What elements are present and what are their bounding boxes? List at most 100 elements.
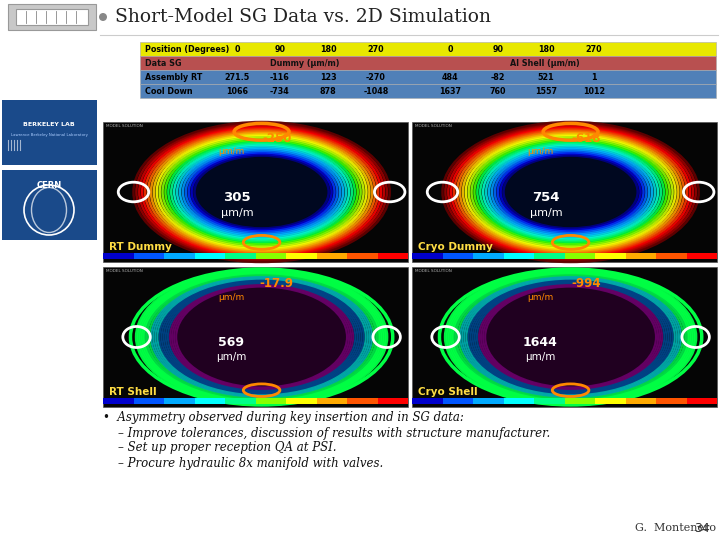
Text: Data SG: Data SG [145, 58, 181, 68]
Text: μm/m: μm/m [218, 293, 244, 302]
FancyBboxPatch shape [595, 253, 626, 259]
FancyBboxPatch shape [595, 398, 626, 404]
FancyBboxPatch shape [377, 398, 408, 404]
FancyBboxPatch shape [626, 253, 656, 259]
FancyBboxPatch shape [225, 253, 256, 259]
FancyBboxPatch shape [2, 100, 97, 165]
Text: 34: 34 [694, 522, 710, 535]
Text: CERN: CERN [37, 180, 62, 190]
Text: RT Dummy: RT Dummy [109, 241, 172, 252]
FancyBboxPatch shape [103, 253, 133, 259]
FancyBboxPatch shape [686, 398, 717, 404]
FancyBboxPatch shape [656, 253, 686, 259]
Text: Cryo Shell: Cryo Shell [418, 387, 477, 396]
FancyBboxPatch shape [412, 253, 443, 259]
Text: Cool Down: Cool Down [145, 86, 193, 96]
FancyBboxPatch shape [412, 398, 443, 404]
Text: -116: -116 [270, 72, 290, 82]
Text: μm/m: μm/m [216, 352, 246, 362]
Ellipse shape [193, 153, 330, 231]
Text: 180: 180 [538, 44, 554, 53]
Text: – Improve tolerances, discussion of results with structure manufacturer.: – Improve tolerances, discussion of resu… [103, 427, 550, 440]
Text: MODEL SOLUTION: MODEL SOLUTION [106, 269, 143, 273]
FancyBboxPatch shape [164, 398, 194, 404]
Text: μm/m: μm/m [218, 147, 244, 156]
FancyBboxPatch shape [194, 398, 225, 404]
Text: 90: 90 [492, 44, 503, 53]
Text: MODEL SOLUTION: MODEL SOLUTION [106, 124, 143, 128]
Text: -994: -994 [571, 278, 600, 291]
Text: 1012: 1012 [583, 86, 605, 96]
Text: μm/m: μm/m [530, 208, 562, 218]
FancyBboxPatch shape [140, 42, 716, 56]
Text: -250: -250 [262, 132, 292, 145]
FancyBboxPatch shape [377, 253, 408, 259]
Text: -1048: -1048 [364, 86, 389, 96]
FancyBboxPatch shape [140, 84, 716, 98]
Text: 484: 484 [441, 72, 459, 82]
Text: 305: 305 [223, 191, 251, 204]
Circle shape [99, 13, 107, 21]
FancyBboxPatch shape [133, 398, 164, 404]
FancyBboxPatch shape [286, 253, 317, 259]
Ellipse shape [170, 280, 353, 394]
Text: BERKELEY LAB: BERKELEY LAB [23, 123, 75, 127]
FancyBboxPatch shape [140, 70, 716, 84]
FancyBboxPatch shape [534, 398, 564, 404]
FancyBboxPatch shape [443, 253, 473, 259]
FancyBboxPatch shape [412, 122, 717, 262]
Text: – Set up proper reception QA at PSI.: – Set up proper reception QA at PSI. [103, 442, 336, 455]
Text: 271.5: 271.5 [225, 72, 250, 82]
FancyBboxPatch shape [347, 398, 377, 404]
Text: G.  Montenero: G. Montenero [635, 523, 716, 533]
Text: 180: 180 [320, 44, 336, 53]
FancyBboxPatch shape [256, 398, 286, 404]
FancyBboxPatch shape [256, 253, 286, 259]
Text: MODEL SOLUTION: MODEL SOLUTION [415, 269, 451, 273]
Text: 878: 878 [320, 86, 336, 96]
FancyBboxPatch shape [140, 56, 716, 70]
FancyBboxPatch shape [503, 398, 534, 404]
FancyBboxPatch shape [626, 398, 656, 404]
Text: 123: 123 [320, 72, 336, 82]
Text: -17.9: -17.9 [260, 278, 294, 291]
Text: 0: 0 [447, 44, 453, 53]
Text: 1637: 1637 [439, 86, 461, 96]
FancyBboxPatch shape [412, 267, 717, 407]
Text: •  Asymmetry observed during key insertion and in SG data:: • Asymmetry observed during key insertio… [103, 411, 464, 424]
Text: MODEL SOLUTION: MODEL SOLUTION [415, 124, 451, 128]
FancyBboxPatch shape [656, 398, 686, 404]
Ellipse shape [502, 153, 639, 231]
Text: Dummy (μm/m): Dummy (μm/m) [270, 58, 340, 68]
FancyBboxPatch shape [103, 398, 133, 404]
FancyBboxPatch shape [317, 398, 347, 404]
Text: 754: 754 [533, 191, 560, 204]
Text: μm/m: μm/m [221, 208, 253, 218]
FancyBboxPatch shape [164, 253, 194, 259]
Text: -270: -270 [366, 72, 386, 82]
Ellipse shape [479, 280, 662, 394]
FancyBboxPatch shape [443, 398, 473, 404]
FancyBboxPatch shape [686, 253, 717, 259]
Text: μm/m: μm/m [525, 352, 555, 362]
Text: -618: -618 [571, 132, 600, 145]
FancyBboxPatch shape [564, 398, 595, 404]
Text: Cryo Dummy: Cryo Dummy [418, 241, 493, 252]
Text: Short-Model SG Data vs. 2D Simulation: Short-Model SG Data vs. 2D Simulation [115, 8, 491, 26]
FancyBboxPatch shape [473, 398, 503, 404]
Text: 1644: 1644 [523, 336, 557, 349]
Text: Al Shell (μm/m): Al Shell (μm/m) [510, 58, 580, 68]
Text: Position (Degrees): Position (Degrees) [145, 44, 230, 53]
Text: 569: 569 [218, 336, 244, 349]
Text: 1: 1 [591, 72, 597, 82]
FancyBboxPatch shape [16, 9, 88, 25]
FancyBboxPatch shape [225, 398, 256, 404]
Text: 1557: 1557 [535, 86, 557, 96]
FancyBboxPatch shape [473, 253, 503, 259]
Text: RT Shell: RT Shell [109, 387, 157, 396]
Text: 521: 521 [538, 72, 554, 82]
Text: – Procure hydraulic 8x manifold with valves.: – Procure hydraulic 8x manifold with val… [103, 456, 383, 469]
FancyBboxPatch shape [194, 253, 225, 259]
Text: 90: 90 [274, 44, 286, 53]
FancyBboxPatch shape [317, 253, 347, 259]
